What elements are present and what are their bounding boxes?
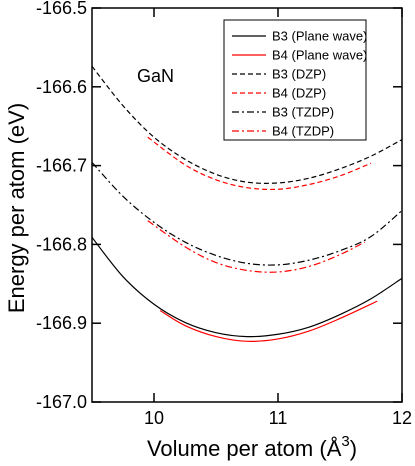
legend-label-1: B4 (Plane wave)	[272, 48, 367, 63]
y-tick-label: -166.7	[36, 156, 87, 176]
series-line-2	[91, 65, 403, 184]
y-tick-label: -166.5	[36, 0, 87, 18]
legend-items: B3 (Plane wave) B4 (Plane wave) B3 (DZP) B4…	[232, 29, 367, 139]
y-tick-label: -166.6	[36, 77, 87, 97]
series-line-4	[91, 162, 403, 266]
x-axis-label-close: )	[350, 436, 357, 461]
x-axis-label-exponent: 3	[341, 433, 349, 450]
x-tick-label: 12	[392, 408, 412, 428]
legend-label-2: B3 (DZP)	[272, 67, 326, 82]
y-tick-label: -167.0	[36, 392, 87, 412]
legend-label-4: B3 (TZDP)	[272, 105, 334, 120]
plot-frame	[91, 7, 403, 403]
legend-label-5: B4 (TZDP)	[272, 124, 334, 139]
ticks-layer: 10 11 12 -166.5 -166.6 -166.7 -166.8 -166.9 -167…	[36, 0, 412, 428]
y-tick-label: -166.9	[36, 313, 87, 333]
legend-box	[223, 19, 367, 141]
legend: B3 (Plane wave) B4 (Plane wave) B3 (DZP) B4…	[223, 19, 367, 141]
x-axis-label-unit: Å	[327, 436, 342, 461]
x-axis-label: Volume per atom (Å3)	[147, 433, 357, 461]
series-line-3	[147, 136, 372, 191]
series-line-5	[147, 220, 366, 273]
x-axis-label-main: Volume per atom (	[147, 436, 327, 461]
series-line-1	[159, 300, 378, 343]
y-axis-label: Energy per atom (eV)	[4, 103, 29, 313]
y-tick-label: -166.8	[36, 234, 87, 254]
x-tick-label: 11	[269, 408, 288, 428]
x-tick-label: 10	[144, 408, 164, 428]
legend-label-3: B4 (DZP)	[272, 86, 326, 101]
series-line-0	[91, 236, 403, 338]
series-layer	[91, 65, 403, 343]
legend-label-0: B3 (Plane wave)	[272, 29, 367, 44]
chart-annotation: GaN	[137, 66, 174, 86]
